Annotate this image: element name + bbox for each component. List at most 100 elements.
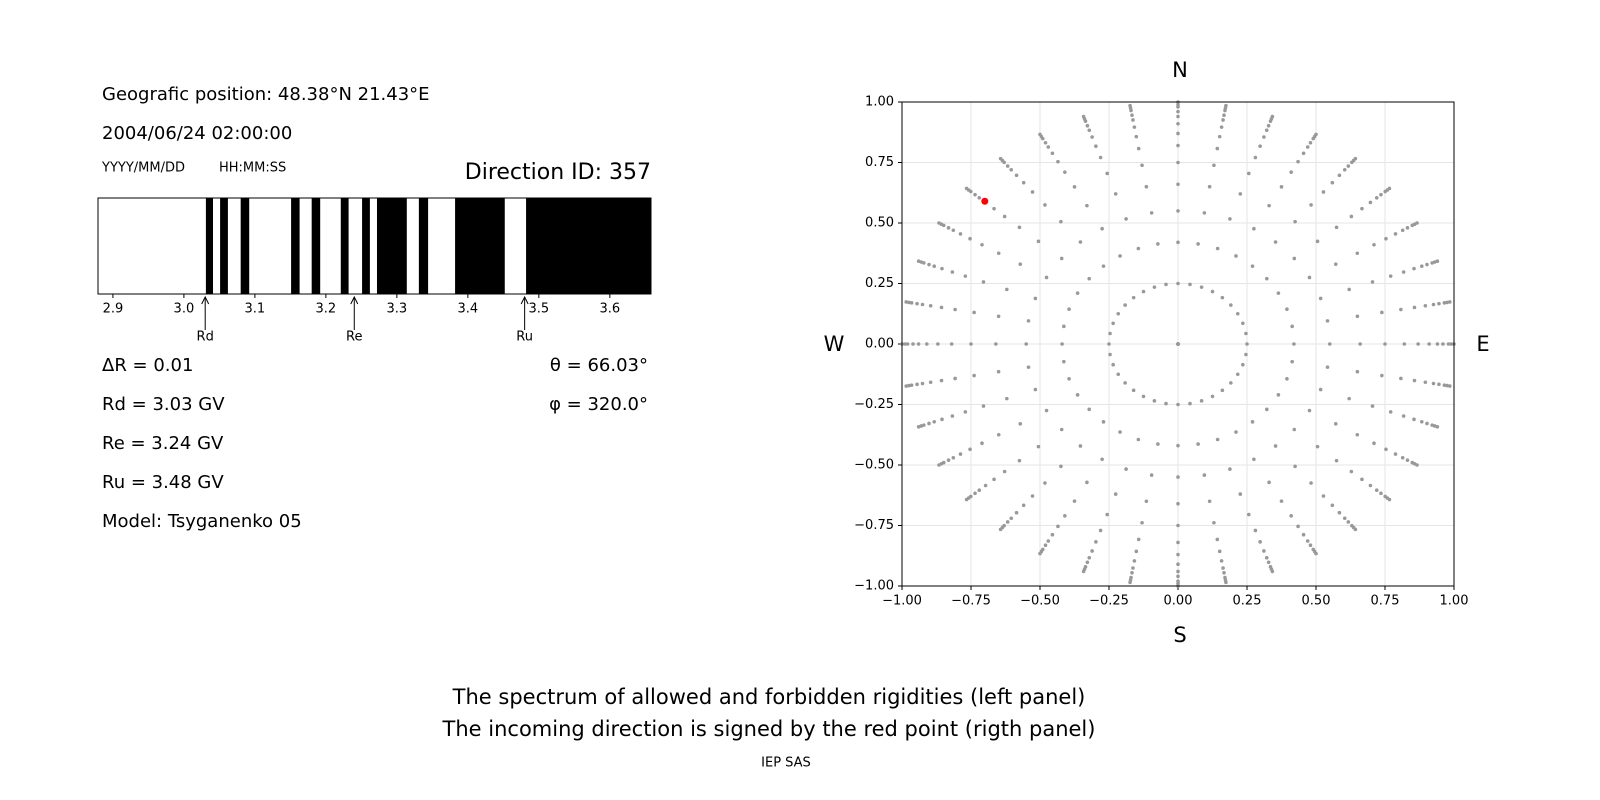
direction-point [1399,307,1403,312]
direction-point [992,206,996,211]
direction-point [1292,256,1297,261]
direction-point [939,378,944,383]
direction-point [1427,342,1431,346]
direction-point [1442,383,1447,387]
x-tick-label: −1.00 [882,594,922,609]
direction-point [1087,555,1092,560]
direction-point [1046,539,1051,543]
direction-point [1014,173,1019,178]
direction-point [1062,359,1066,364]
compass-label: S [1173,623,1186,647]
direction-point [1425,262,1429,267]
direction-point [1152,285,1157,289]
y-tick-label: −1.00 [854,579,894,594]
direction-point [980,441,984,446]
direction-point [1130,113,1134,118]
direction-point [1314,551,1318,556]
forbidden-band [362,198,370,294]
direction-point [977,488,982,493]
direction-point [1132,125,1137,129]
direction-point [1100,457,1104,462]
direction-point [1234,254,1238,258]
direction-point [1156,442,1160,446]
direction-point [1219,125,1224,129]
direction-point [953,376,957,381]
direction-point [1210,289,1215,294]
direction-point [1005,287,1009,292]
direction-point [1262,549,1266,553]
direction-point [904,384,908,388]
direction-point [1435,342,1440,346]
direction-point [1229,303,1233,307]
direction-point [1415,463,1419,467]
direction-point [1222,570,1226,575]
direction-point [1334,225,1339,230]
direction-point [1347,396,1351,401]
direction-point [1445,383,1449,388]
direction-point [1224,580,1228,585]
direction-point [1276,291,1281,295]
direction-point [1244,352,1248,357]
direction-point [1328,342,1332,346]
direction-point [1308,141,1313,145]
direction-point [946,458,951,462]
direction-point [1176,182,1180,187]
credit: IEP SAS [761,756,811,771]
direction-point [963,274,968,278]
y-tick-label: 0.50 [865,216,894,231]
y-tick-label: 0.25 [865,276,894,291]
direction-point [1131,388,1136,393]
direction-point [1105,171,1110,176]
direction-point [1228,217,1232,221]
direction-point [1136,146,1141,151]
direction-point [1131,295,1136,300]
direction-point [902,342,907,346]
direction-point [1333,422,1338,426]
compass-label: E [1476,332,1489,356]
direction-point [1176,574,1180,579]
direction-point [1107,342,1111,346]
x-tick-label: −0.25 [1089,594,1129,609]
direction-point [1220,388,1225,393]
marker-arrowhead [520,295,529,305]
direction-point [1056,159,1060,164]
direction-point [1360,206,1364,211]
direction-point [1393,232,1398,236]
direction-point [1423,303,1428,308]
direction-point [1253,528,1258,533]
direction-point [937,463,941,467]
direction-point [1026,365,1031,369]
direction-point [951,228,956,233]
y-tick-label: 0.00 [865,337,894,352]
direction-point [1235,372,1240,377]
direction-point [1445,300,1449,305]
direction-point [1431,302,1436,307]
direction-point [1144,499,1149,504]
direction-point [1370,280,1375,284]
direction-point [958,452,963,456]
direction-point [1217,549,1222,554]
direction-point [953,307,957,312]
direction-point [1043,203,1047,207]
direction-point [1002,214,1007,219]
forbidden-band [340,198,349,294]
direction-point [1060,342,1064,346]
x-tick-label: 0.50 [1302,594,1331,609]
direction-point [1250,264,1255,268]
direction-point [1036,239,1041,244]
direction-point [1368,483,1373,488]
direction-point [1325,365,1330,369]
direction-point [1405,226,1410,230]
direction-point [1220,295,1225,300]
caption: The incoming direction is signed by the … [442,717,1096,741]
marker-label: Rd [197,330,214,345]
direction-point [1292,342,1296,346]
direction-point [1246,512,1251,517]
direction-point [1325,319,1330,323]
forbidden-band [418,198,429,294]
direction-point [1290,359,1294,364]
direction-point [1094,144,1098,148]
x-tick-label: −0.50 [1020,594,1060,609]
direction-point [1258,144,1262,148]
direction-point [940,417,944,422]
